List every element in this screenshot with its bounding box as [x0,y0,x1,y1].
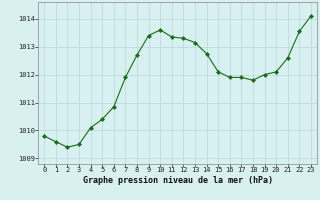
X-axis label: Graphe pression niveau de la mer (hPa): Graphe pression niveau de la mer (hPa) [83,176,273,185]
